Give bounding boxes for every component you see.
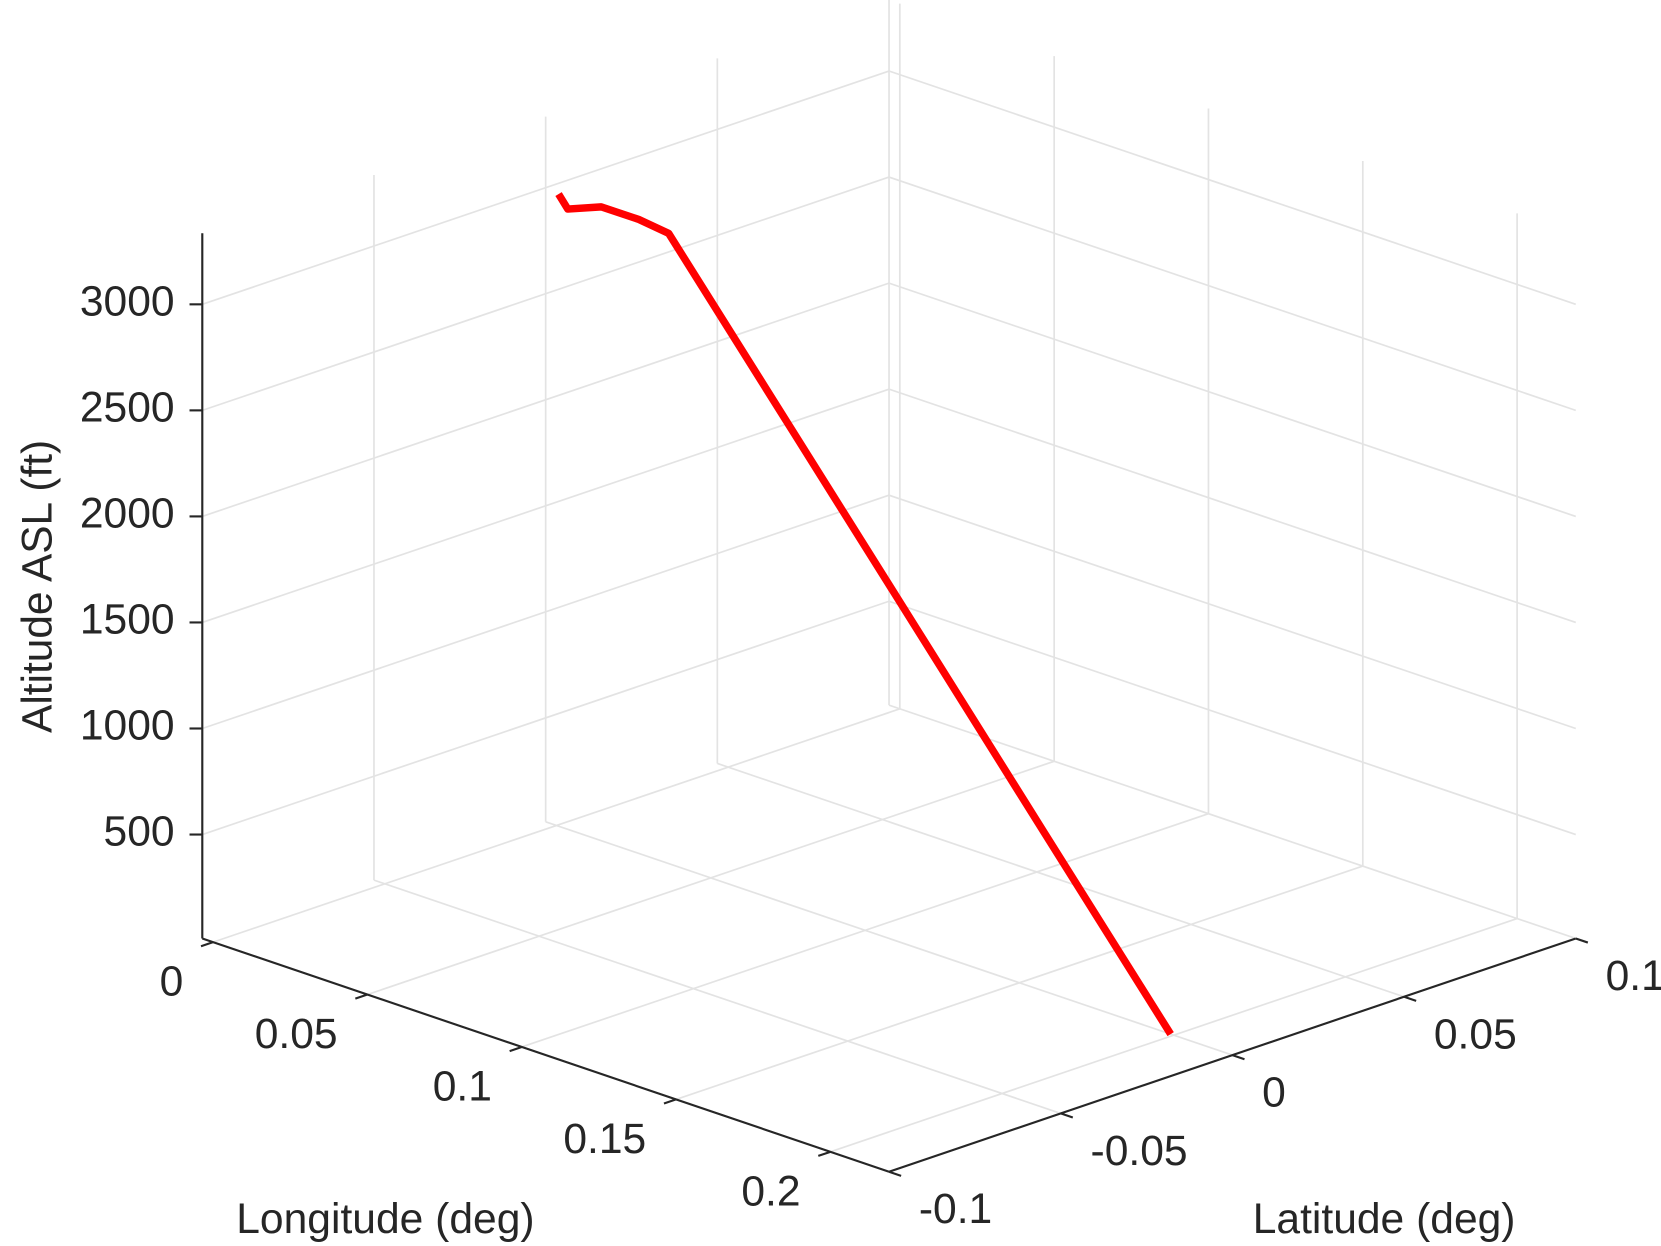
trajectory-line (555, 192, 1174, 1037)
x-tick-label: 0.2 (741, 1169, 800, 1216)
x-tick-label: 0 (160, 959, 184, 1006)
grid-line (675, 865, 1364, 1101)
grid-line (888, 494, 1577, 730)
y-tick (1232, 1054, 1245, 1061)
x-axis-label: Longitude (deg) (236, 1196, 534, 1243)
grid-line (373, 879, 1061, 1115)
z-tick-label: 2500 (80, 385, 175, 432)
grid-line (367, 760, 1055, 996)
x-tick (817, 1150, 831, 1157)
grid-line (212, 708, 901, 943)
x-tick (509, 1045, 523, 1053)
grid-line (888, 282, 1577, 518)
z-tick-label: 2000 (80, 491, 175, 538)
y-tick (1060, 1112, 1074, 1119)
z-tick-label: 500 (104, 809, 175, 856)
z-tick-label: 3000 (80, 279, 175, 326)
z-axis-label: Altitude ASL (ft) (15, 440, 62, 733)
y-tick-label: -0.05 (1091, 1128, 1188, 1175)
y-tick-label: 0 (1262, 1070, 1286, 1117)
grid-line (545, 821, 1233, 1056)
grid-line (888, 704, 1577, 940)
grid-line (888, 70, 1577, 306)
z-tick-label: 1500 (80, 597, 175, 644)
x-tick-label: 0.1 (433, 1064, 492, 1111)
grid-line (830, 917, 1518, 1153)
y-tick (1575, 937, 1589, 944)
x-tick-label: 0.15 (563, 1116, 646, 1163)
y-tick-label: -0.1 (919, 1186, 992, 1233)
z-tick-label: 1000 (80, 703, 175, 750)
x-tick (663, 1098, 677, 1105)
y-tick (888, 1170, 902, 1177)
y-tick-label: 0.1 (1606, 953, 1661, 1000)
grid-line (717, 762, 1405, 998)
y-tick (1403, 995, 1417, 1002)
grid-line (888, 176, 1577, 412)
x-axis (201, 937, 890, 1173)
x-tick (200, 941, 214, 948)
x-tick (354, 993, 368, 1000)
plot-area: Longitude (deg) Latitude (deg) Altitude … (15, 0, 1661, 1243)
grid-line (888, 388, 1577, 624)
grid-line (888, 600, 1577, 836)
y-axis-label: Latitude (deg) (1253, 1196, 1516, 1243)
grid-line (521, 812, 1209, 1048)
y-tick-label: 0.05 (1434, 1011, 1517, 1058)
x-tick-label: 0.05 (255, 1011, 338, 1058)
